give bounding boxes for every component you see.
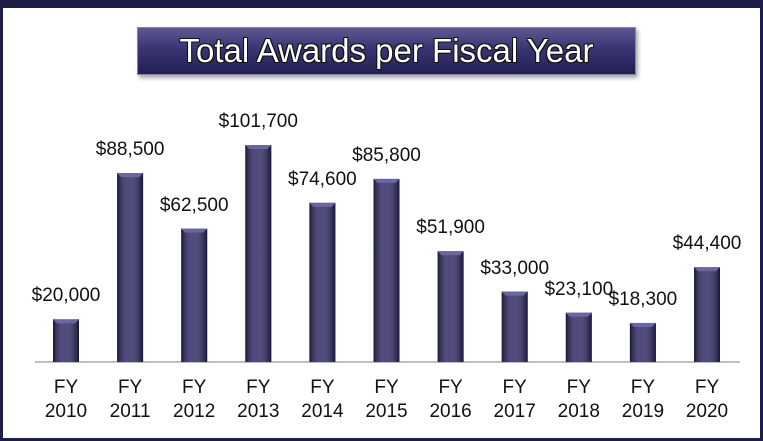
bar — [309, 202, 336, 362]
data-label: $18,300 — [608, 288, 678, 310]
data-label: $51,900 — [416, 217, 485, 239]
bar — [53, 319, 79, 362]
data-label: $62,500 — [159, 194, 229, 216]
bar — [181, 228, 208, 362]
bar-cap — [117, 173, 144, 178]
bar — [117, 173, 144, 362]
data-label: $44,400 — [672, 233, 742, 255]
x-tick-label: FY 2016 — [429, 377, 472, 422]
bar-cap — [373, 178, 400, 183]
bar-cap — [309, 202, 336, 207]
data-label: $33,000 — [480, 257, 550, 279]
x-tick-label: FY 2010 — [44, 377, 88, 422]
x-tick-label: FY 2017 — [493, 377, 536, 422]
x-tick-label: FY 2012 — [173, 377, 216, 422]
x-tick-label: FY 2011 — [109, 377, 151, 422]
bar — [437, 251, 464, 362]
bar-cap — [437, 251, 464, 256]
bar-cap — [53, 319, 79, 324]
bar — [694, 267, 720, 362]
bar — [565, 312, 592, 362]
data-label: $85,800 — [352, 144, 421, 166]
bar-cap — [245, 145, 272, 149]
bar-cap — [565, 312, 592, 317]
x-tick-label: FY 2020 — [685, 377, 729, 422]
bar-cap — [629, 322, 656, 327]
data-label: $101,700 — [218, 111, 298, 132]
bar-cap — [694, 267, 720, 272]
x-tick-label: FY 2014 — [301, 377, 344, 422]
bar — [245, 145, 272, 362]
data-label: $88,500 — [95, 139, 165, 161]
data-label: $23,100 — [544, 278, 614, 300]
bar — [373, 178, 400, 362]
chart-title: Total Awards per Fiscal Year — [137, 27, 636, 75]
x-tick-label: FY 2015 — [365, 377, 408, 422]
bar — [501, 291, 528, 362]
x-tick-label: FY 2013 — [237, 377, 280, 422]
x-tick-label: FY 2019 — [621, 377, 665, 422]
data-label: $74,600 — [288, 168, 357, 190]
bar-cap — [181, 228, 208, 233]
x-tick-label: FY 2018 — [557, 377, 600, 422]
bar — [629, 322, 656, 362]
data-label: $20,000 — [31, 285, 101, 307]
bar-cap — [501, 291, 528, 296]
